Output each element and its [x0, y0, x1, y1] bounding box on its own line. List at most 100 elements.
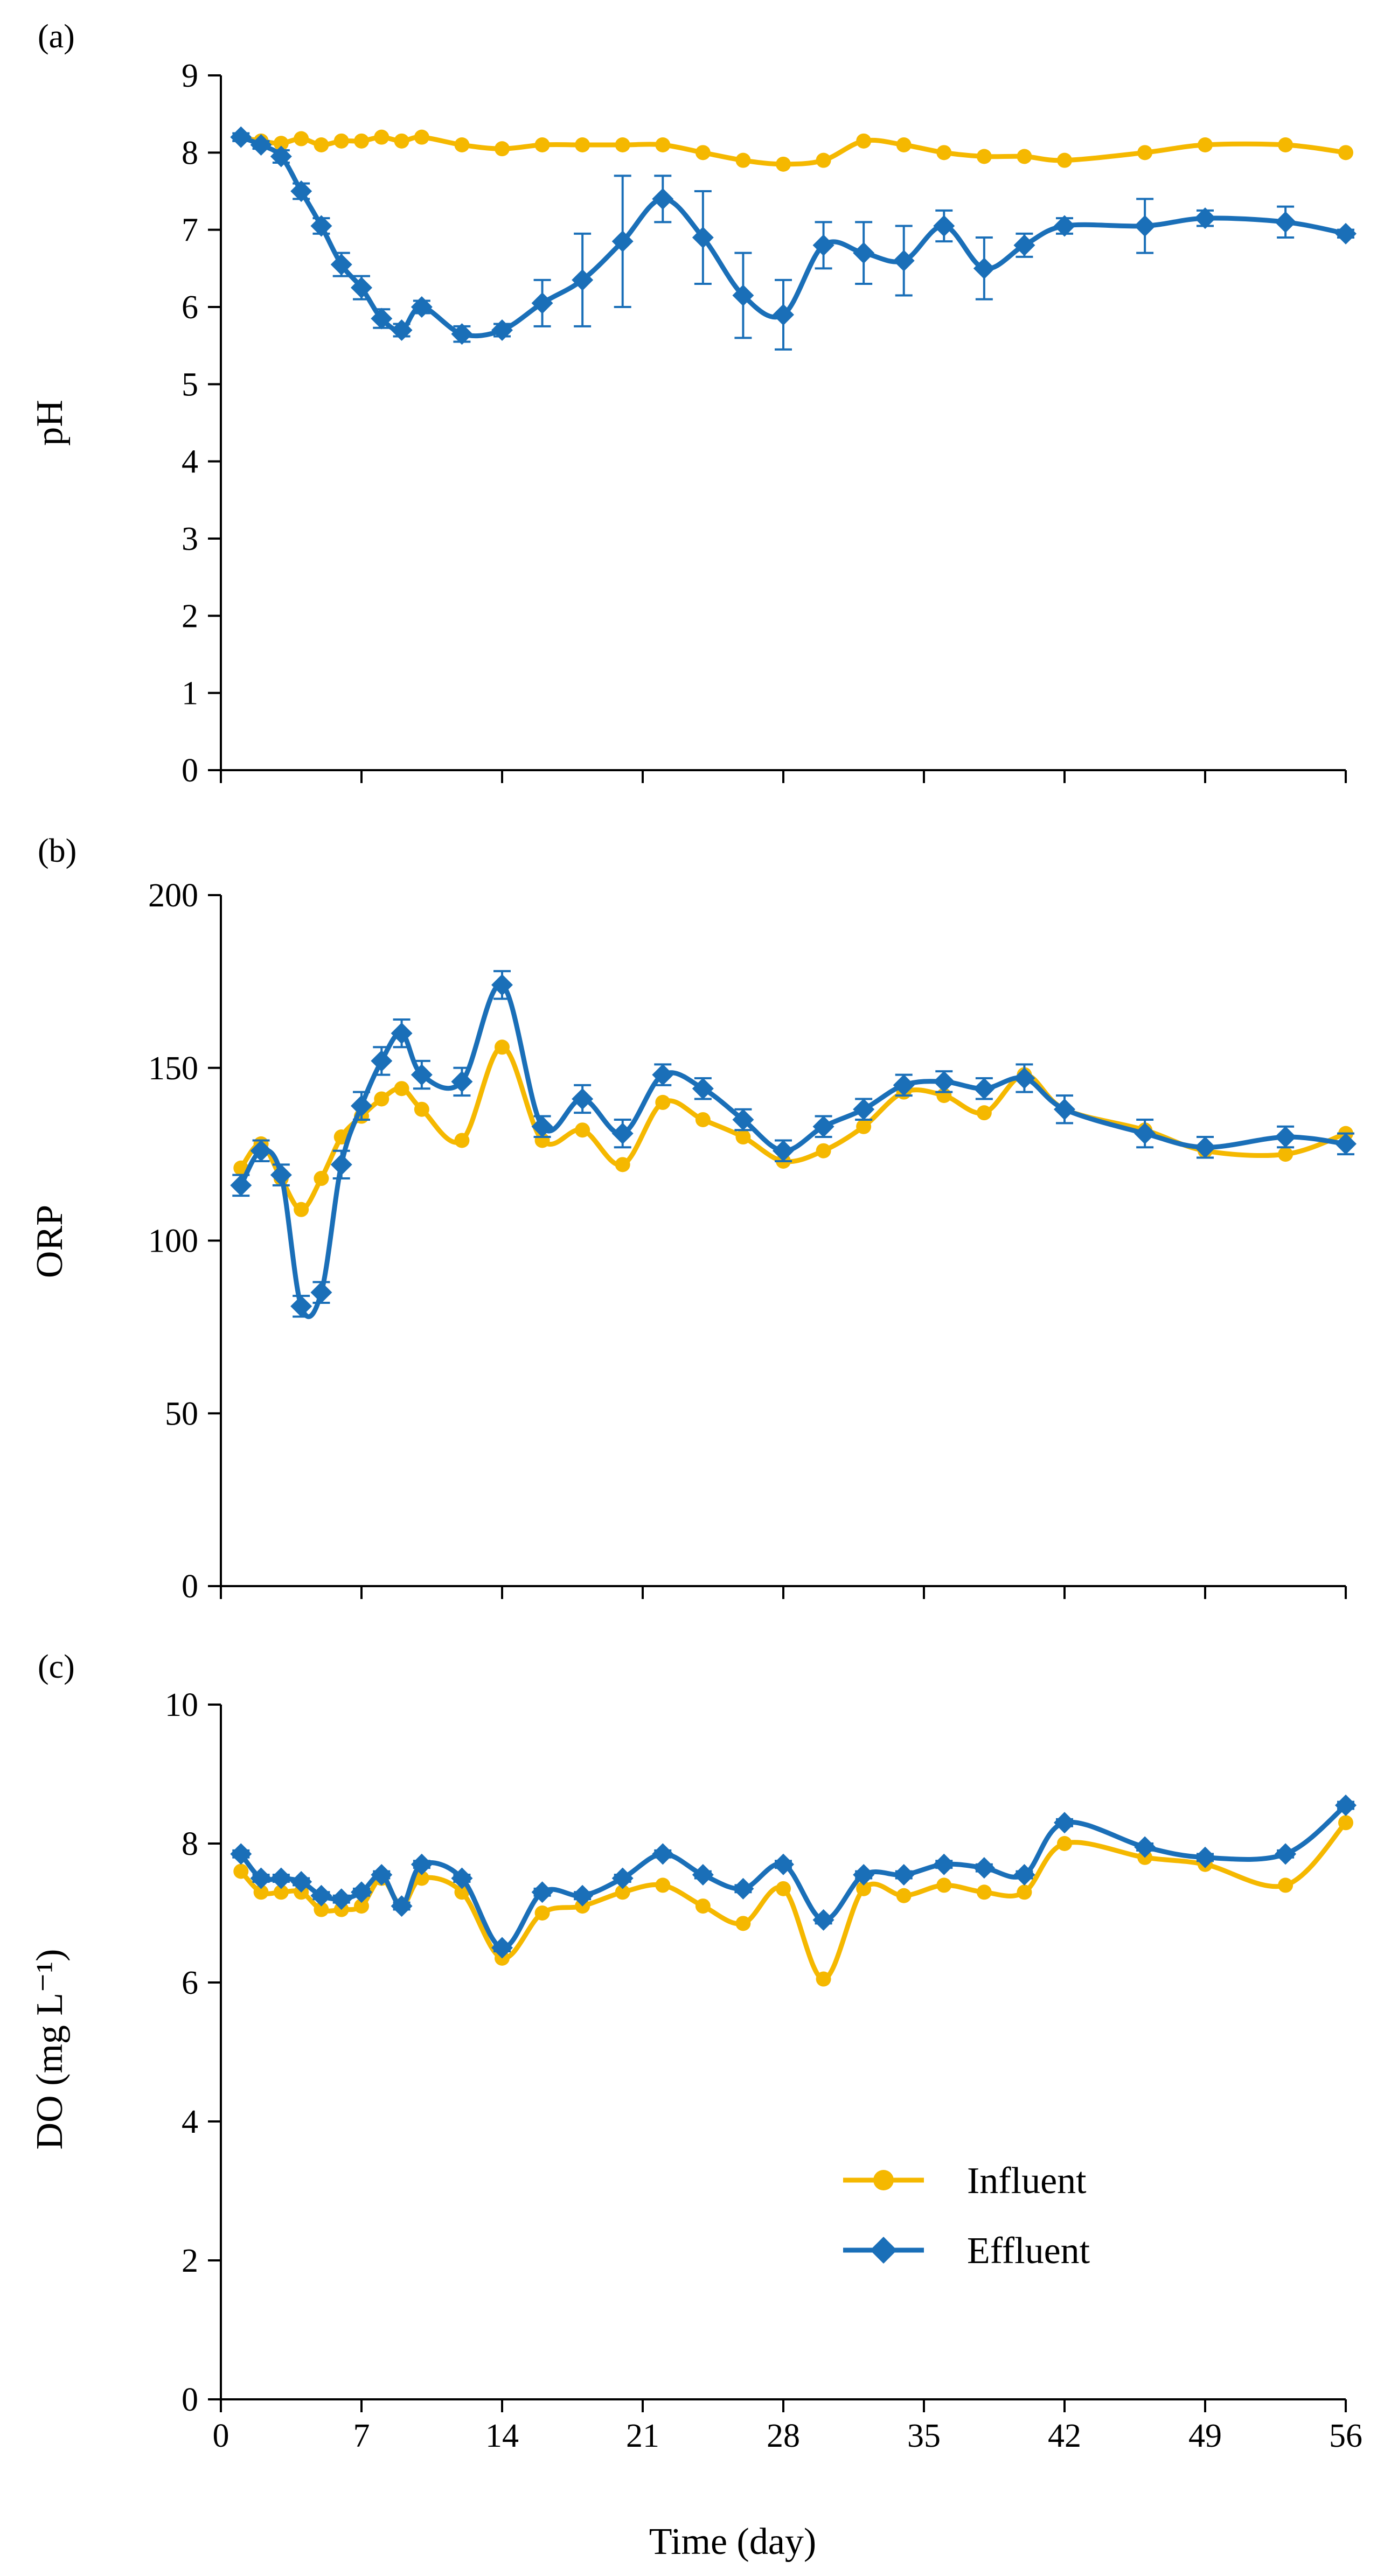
- effluent-point: [391, 1895, 413, 1917]
- influent-point: [314, 137, 329, 152]
- influent-point: [1057, 1836, 1072, 1851]
- effluent-point: [411, 296, 433, 318]
- effluent-point: [652, 1064, 674, 1086]
- panel-c-do: (c) DO (mg L⁻¹) Time (day) 0 2 4 6 8 10 0 7 14 21…: [29, 1649, 1362, 2563]
- influent-point: [695, 145, 711, 160]
- effluent-point: [1134, 1122, 1156, 1144]
- effluent-point: [692, 1864, 714, 1886]
- effluent-point: [351, 277, 372, 299]
- effluent-point: [411, 1853, 433, 1875]
- effluent-point: [1134, 215, 1156, 237]
- effluent-point: [330, 1888, 352, 1910]
- effluent-point: [290, 180, 312, 202]
- influent-point: [816, 152, 831, 168]
- influent-point: [735, 1129, 751, 1145]
- effluent-point: [371, 1864, 393, 1886]
- influent-point: [294, 1202, 309, 1217]
- legend-influent-label: Influent: [967, 2160, 1087, 2202]
- effluent-point: [853, 1098, 875, 1120]
- effluent-point: [611, 1122, 634, 1144]
- effluent-point: [732, 1108, 754, 1130]
- y-tick-label: 6: [182, 1965, 198, 2001]
- influent-point: [414, 1870, 429, 1886]
- y-axis-title: DO (mg L⁻¹): [29, 1949, 71, 2150]
- y-axis-title: pH: [29, 400, 71, 446]
- influent-point: [333, 133, 349, 149]
- legend-effluent-label: Effluent: [967, 2230, 1090, 2272]
- effluent-line: [238, 1803, 1348, 1950]
- effluent-point: [531, 1881, 553, 1903]
- influent-point: [896, 137, 912, 152]
- effluent-point: [893, 1074, 915, 1096]
- effluent-point: [1335, 222, 1357, 245]
- effluent-point: [773, 304, 794, 326]
- influent-point: [575, 137, 590, 152]
- influent-point: [695, 1112, 711, 1127]
- effluent-point: [270, 145, 292, 167]
- y-tick-label: 2: [182, 598, 198, 634]
- influent-point: [655, 1877, 671, 1893]
- effluent-point: [230, 126, 252, 148]
- effluent-point: [310, 1884, 332, 1907]
- effluent-point: [652, 188, 674, 210]
- influent-point: [354, 1898, 369, 1914]
- influent-point: [655, 137, 671, 152]
- effluent-point: [1054, 1812, 1075, 1834]
- effluent-point: [310, 1281, 332, 1303]
- x-axis-title: Time (day): [649, 2521, 816, 2563]
- plot-area: 0 1 2 3 4 5 6 7 8 9: [182, 58, 1357, 789]
- effluent-point: [1275, 1126, 1297, 1148]
- effluent-point: [812, 234, 834, 256]
- influent-point: [534, 137, 550, 152]
- effluent-point: [1275, 1843, 1297, 1865]
- influent-point: [273, 1884, 289, 1900]
- effluent-point: [812, 1909, 834, 1931]
- effluent-point: [933, 215, 955, 237]
- panel-a-ph: (a) pH 0 1 2 3 4 5 6 7 8 9: [29, 18, 1357, 789]
- effluent-point: [391, 1022, 413, 1044]
- influent-point: [735, 152, 751, 168]
- effluent-point: [652, 1843, 674, 1865]
- effluent-point: [531, 292, 553, 314]
- influent-point: [314, 1171, 329, 1186]
- y-tick-label: 5: [182, 366, 198, 403]
- influent-point: [1137, 145, 1153, 160]
- x-tick-label: 49: [1188, 2418, 1222, 2454]
- influent-point: [936, 1877, 952, 1893]
- panel-label: (b): [38, 833, 76, 869]
- influent-point: [856, 1119, 872, 1134]
- influent-point: [495, 1039, 510, 1055]
- y-tick-label: 4: [182, 444, 198, 480]
- y-tick-label: 9: [182, 58, 198, 94]
- influent-point: [454, 1884, 470, 1900]
- y-tick-label: 8: [182, 1826, 198, 1862]
- influent-point: [976, 1105, 992, 1121]
- effluent-point: [1054, 215, 1075, 237]
- influent-point: [394, 1081, 409, 1097]
- effluent-point: [1335, 1133, 1357, 1155]
- influent-point: [294, 131, 309, 146]
- influent-point: [414, 129, 429, 145]
- y-tick-label: 0: [182, 1568, 198, 1605]
- effluent-point: [1194, 1846, 1216, 1868]
- influent-point: [856, 133, 872, 149]
- influent-point: [615, 137, 630, 152]
- effluent-point: [692, 227, 714, 248]
- y-tick-label: 0: [182, 752, 198, 789]
- influent-point: [1017, 149, 1032, 164]
- effluent-point: [290, 1295, 312, 1317]
- effluent-point: [1054, 1098, 1075, 1120]
- x-tick-label: 14: [485, 2418, 519, 2454]
- influent-point: [534, 1905, 550, 1921]
- effluent-point: [812, 1115, 834, 1137]
- x-tick-label: 42: [1048, 2418, 1081, 2454]
- effluent-point: [933, 1071, 955, 1093]
- effluent-point: [371, 1050, 393, 1072]
- influent-point: [976, 1884, 992, 1900]
- effluent-point: [1013, 1864, 1035, 1886]
- influent-point: [615, 1157, 630, 1172]
- influent-point: [776, 156, 791, 172]
- x-tick-label: 0: [213, 2418, 229, 2454]
- effluent-point: [230, 1843, 252, 1865]
